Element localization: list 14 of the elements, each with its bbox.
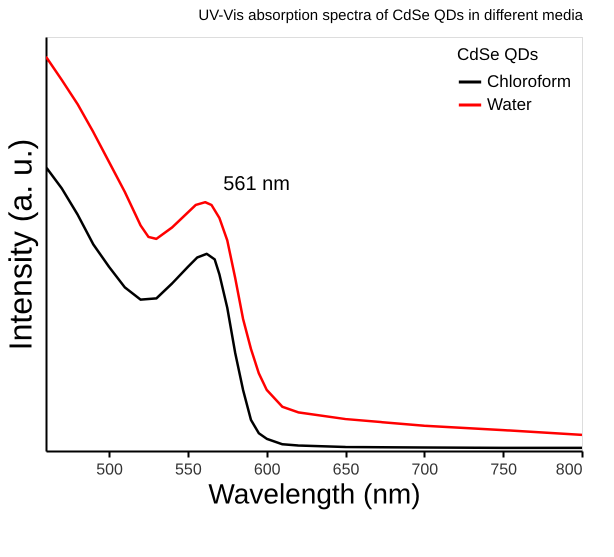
legend-title: CdSe QDs — [457, 45, 538, 64]
x-tick-label: 600 — [254, 462, 281, 478]
y-axis-title: Intensity (a. u.) — [2, 138, 38, 350]
x-tick-label: 800 — [556, 462, 583, 478]
legend-label: Chloroform — [487, 72, 572, 91]
legend-label: Water — [487, 95, 532, 114]
x-tick-label: 500 — [96, 462, 124, 478]
x-tick-label: 550 — [175, 462, 202, 478]
x-axis-title: Wavelength (nm) — [208, 478, 421, 510]
chart-title: UV-Vis absorption spectra of CdSe QDs in different media — [198, 7, 584, 24]
x-tick-label: 750 — [490, 462, 518, 478]
x-tick-label: 700 — [412, 462, 438, 478]
x-tick-label: 650 — [332, 462, 360, 478]
annotation: 561 nm — [223, 173, 290, 196]
